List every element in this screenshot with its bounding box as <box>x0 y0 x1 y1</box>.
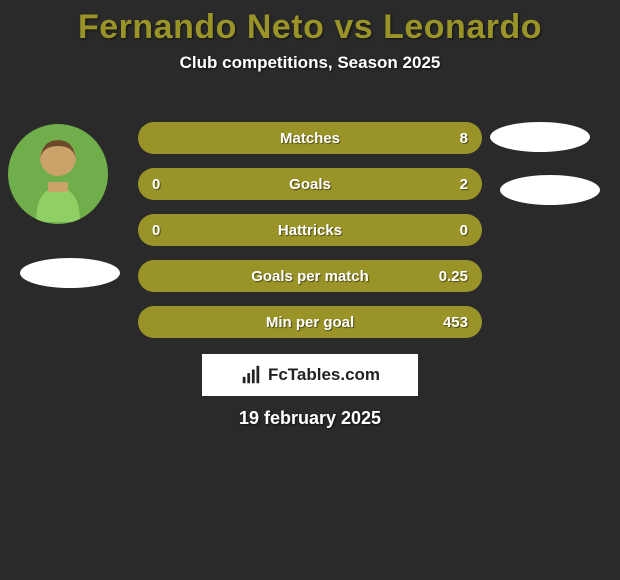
subtitle: Club competitions, Season 2025 <box>0 53 620 73</box>
player-silhouette-icon <box>8 124 108 224</box>
stat-right-value: 0 <box>420 222 468 239</box>
brand-text: FcTables.com <box>268 365 380 385</box>
stat-row: Goals per match 0.25 <box>138 260 482 292</box>
stat-right-value: 0.25 <box>420 268 468 285</box>
avatar-image <box>8 124 108 224</box>
player-left-avatar <box>8 124 108 224</box>
player-right-name-pill-2 <box>500 175 600 205</box>
stat-right-value: 2 <box>420 176 468 193</box>
stat-row: Min per goal 453 <box>138 306 482 338</box>
stat-label: Goals <box>200 176 420 193</box>
stat-row: Matches 8 <box>138 122 482 154</box>
player-right-name-pill-1 <box>490 122 590 152</box>
player-left-name-pill <box>20 258 120 288</box>
date-label: 19 february 2025 <box>0 408 620 429</box>
bar-chart-icon <box>240 364 262 386</box>
stat-label: Matches <box>200 130 420 147</box>
stat-left-value: 0 <box>152 176 200 193</box>
stat-right-value: 453 <box>420 314 468 331</box>
stat-right-value: 8 <box>420 130 468 147</box>
stat-label: Goals per match <box>200 268 420 285</box>
stat-label: Min per goal <box>200 314 420 331</box>
stat-row: 0 Hattricks 0 <box>138 214 482 246</box>
brand-badge[interactable]: FcTables.com <box>202 354 418 396</box>
stats-table: Matches 8 0 Goals 2 0 Hattricks 0 Goals … <box>138 122 482 352</box>
page-title: Fernando Neto vs Leonardo <box>0 0 620 47</box>
stat-left-value: 0 <box>152 222 200 239</box>
stat-label: Hattricks <box>200 222 420 239</box>
stat-row: 0 Goals 2 <box>138 168 482 200</box>
